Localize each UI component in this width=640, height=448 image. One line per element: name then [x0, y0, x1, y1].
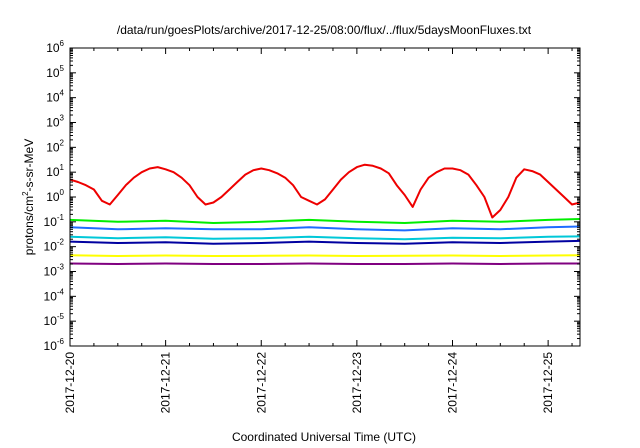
y-tick-label: 102	[46, 138, 64, 154]
chart-title: /data/run/goesPlots/archive/2017-12-25/0…	[117, 23, 532, 37]
series-line-1	[69, 218, 581, 224]
x-tick-label: 2017-12-25	[541, 352, 555, 414]
x-axis-ticks: 2017-12-20 2017-12-21 2017-12-22 2017-12-23…	[63, 48, 573, 414]
series-line-4	[69, 239, 581, 245]
x-tick-label: 2017-12-23	[350, 352, 364, 414]
y-tick-label: 10-4	[44, 287, 65, 303]
y-tick-label: 106	[46, 39, 64, 55]
x-tick-label: 2017-12-22	[254, 352, 268, 414]
series-layer	[69, 163, 581, 265]
series-line-2	[69, 225, 581, 232]
y-tick-label: 100	[46, 188, 64, 204]
y-axis-label: protons/cm2-s-sr-MeV	[21, 139, 36, 255]
y-tick-label: 101	[46, 163, 64, 179]
x-tick-label: 2017-12-20	[63, 352, 77, 414]
y-tick-label: 10-1	[44, 213, 65, 229]
y-tick-label: 10-2	[44, 238, 65, 254]
y-tick-label: 10-5	[44, 312, 65, 328]
x-axis-label: Coordinated Universal Time (UTC)	[232, 430, 416, 444]
y-tick-label: 10-6	[44, 337, 65, 353]
y-tick-label: 103	[46, 114, 64, 130]
y-tick-label: 104	[46, 89, 64, 105]
series-line-5	[69, 254, 581, 257]
y-tick-label: 10-3	[44, 263, 65, 279]
series-line-3	[69, 235, 581, 241]
x-tick-label: 2017-12-24	[446, 352, 460, 414]
series-line-0	[69, 163, 581, 219]
y-axis-ticks: 106 105 104 103 102 101 100 10-1 10-2 10-3 10-4 10-…	[44, 39, 580, 353]
x-tick-label: 2017-12-21	[159, 352, 173, 414]
series-line-6	[69, 262, 580, 265]
y-tick-label: 105	[46, 64, 64, 80]
